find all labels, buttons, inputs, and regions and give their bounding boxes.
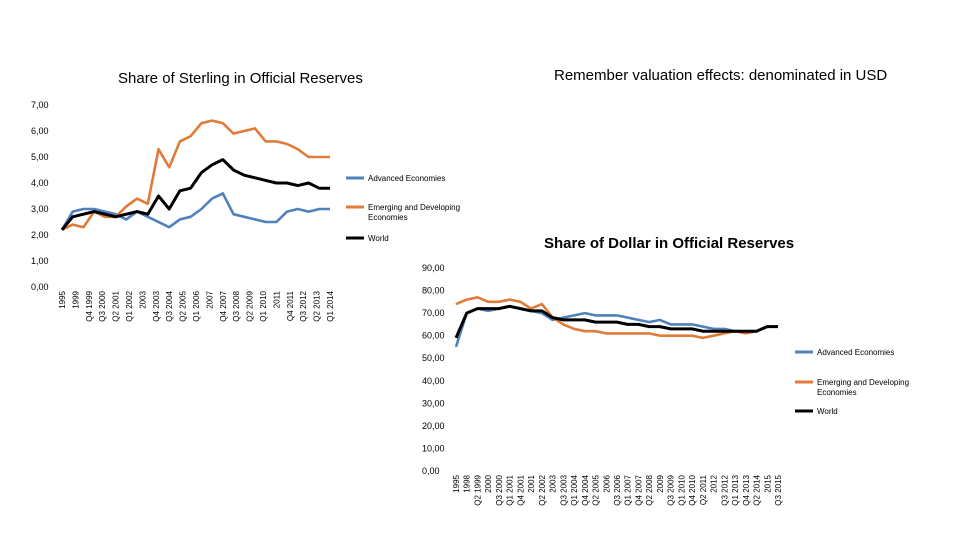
legend-label-emerging: Emerging and Developing Economies [368,203,460,222]
y-tick-label: 50,00 [422,353,445,363]
x-tick-label: 2015 [763,474,772,492]
x-tick-label: Q1 2010 [259,290,268,321]
x-tick-label: Q4 2010 [688,474,697,505]
x-tick-label: Q4 1999 [85,290,94,321]
x-tick-label: Q1 2002 [125,290,134,321]
x-tick-label: Q2 2014 [753,474,762,505]
x-tick-label: Q3 2015 [774,474,783,505]
x-tick-label: Q3 2000 [495,474,504,505]
x-tick-label: Q2 1999 [473,474,482,505]
x-tick-label: Q1 2006 [192,290,201,321]
x-tick-label: Q3 2009 [667,474,676,505]
y-tick-label: 10,00 [422,443,445,453]
y-tick-label: 70,00 [422,308,445,318]
legend-label-advanced: Advanced Economies [368,174,445,183]
series-line-advanced [60,192,330,231]
x-tick-label: Q3 2008 [232,290,241,321]
y-tick-label: 7,00 [31,100,49,110]
x-tick-label: 2007 [205,290,214,308]
x-tick-label: Q2 2001 [112,290,121,321]
y-tick-label: 60,00 [422,331,445,341]
legend-label-advanced: Advanced Economies [817,348,894,357]
x-tick-label: Q3 2000 [98,290,107,321]
x-tick-label: Q2 2005 [592,474,601,505]
y-tick-label: 1,00 [31,256,49,266]
y-tick-label: 30,00 [422,398,445,408]
x-tick-label: Q3 2012 [299,290,308,321]
x-tick-label: Q2 2002 [538,474,547,505]
x-tick-label: Q4 2001 [516,474,525,505]
x-tick-label: Q4 2013 [742,474,751,505]
legend-label-emerging: Emerging and Developing Economies [817,378,909,397]
legend-label-world: World [368,234,389,243]
x-tick-label: 1995 [58,290,67,308]
series-line-world [60,158,330,231]
series-line-emerging [61,119,330,231]
x-tick-label: Q4 2011 [286,290,295,321]
x-tick-label: Q1 2004 [570,474,579,505]
x-tick-label: Q1 2007 [624,474,633,505]
x-tick-label: Q2 2009 [246,290,255,321]
x-tick-label: 2003 [549,474,558,492]
x-tick-label: Q3 2006 [613,474,622,505]
x-tick-label: Q3 2012 [720,474,729,505]
x-tick-label: Q4 2007 [219,290,228,321]
dollar-chart-title: Share of Dollar in Official Reserves [544,235,795,252]
x-tick-label: Q3 2004 [165,290,174,321]
y-tick-label: 5,00 [31,152,49,162]
x-tick-label: Q4 2003 [152,290,161,321]
y-tick-label: 0,00 [31,282,49,292]
x-tick-label: 2012 [710,474,719,492]
x-tick-label: Q2 2008 [645,474,654,505]
x-tick-label: 1999 [71,290,80,308]
y-tick-label: 90,00 [422,263,445,273]
y-tick-label: 6,00 [31,126,49,136]
x-tick-label: 2009 [656,474,665,492]
x-tick-label: 1995 [452,474,461,492]
legend-label-world: World [817,407,838,416]
x-tick-label: Q1 2010 [677,474,686,505]
valuation-note: Remember valuation effects: denominated … [554,67,888,84]
x-tick-label: Q1 2014 [326,290,335,321]
x-tick-label: Q2 2013 [313,290,322,321]
x-tick-label: Q1 2001 [506,474,515,505]
x-tick-label: 2003 [138,290,147,308]
x-tick-label: 2011 [272,290,281,308]
x-tick-label: Q2 2011 [699,474,708,505]
x-tick-label: Q4 2007 [634,474,643,505]
y-tick-label: 0,00 [422,466,440,476]
series-line-world [454,304,778,339]
x-tick-label: 1998 [463,474,472,492]
x-tick-label: Q3 2003 [559,474,568,505]
x-tick-label: 2000 [484,474,493,492]
y-tick-label: 40,00 [422,376,445,386]
y-tick-label: 80,00 [422,286,445,296]
x-tick-label: Q4 2004 [581,474,590,505]
x-tick-label: Q1 2013 [731,474,740,505]
x-tick-label: Q2 2005 [179,290,188,321]
y-tick-label: 3,00 [31,204,49,214]
sterling-chart-title: Share of Sterling in Official Reserves [118,70,363,87]
x-tick-label: 2006 [602,474,611,492]
y-tick-label: 20,00 [422,421,445,431]
series-line-emerging [455,295,778,340]
y-tick-label: 2,00 [31,230,49,240]
y-tick-label: 4,00 [31,178,49,188]
x-tick-label: 2001 [527,474,536,492]
series-line-advanced [454,304,778,348]
